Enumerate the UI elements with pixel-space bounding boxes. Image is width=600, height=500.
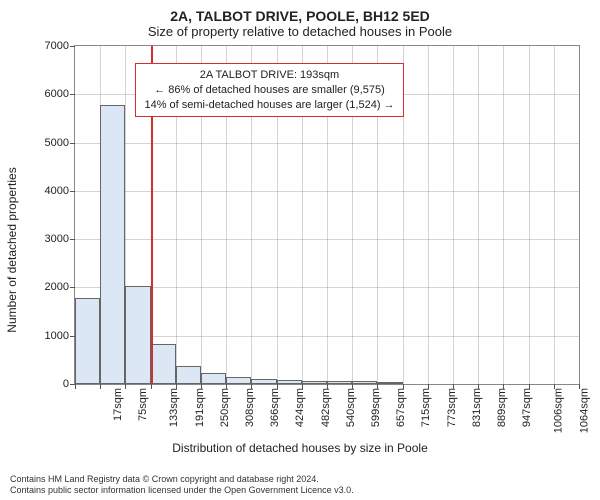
xtick-label: 482sqm — [320, 384, 332, 427]
ytick-label: 0 — [63, 378, 75, 390]
grid-line-v — [478, 46, 479, 384]
xtick-label: 1064sqm — [578, 384, 590, 433]
y-axis-title-text: Number of detached properties — [5, 167, 19, 332]
x-axis-title: Distribution of detached houses by size … — [10, 441, 590, 455]
xtick-label: 657sqm — [395, 384, 407, 427]
annotation-box: 2A TALBOT DRIVE: 193sqm← 86% of detached… — [135, 63, 403, 118]
xtick-mark — [176, 384, 177, 389]
xtick-label: 366sqm — [269, 384, 281, 427]
ytick-label: 3000 — [45, 233, 75, 245]
xtick-label: 191sqm — [194, 384, 206, 427]
ytick-label: 7000 — [45, 40, 75, 52]
plot-area: 0100020003000400050006000700017sqm75sqm1… — [74, 45, 580, 385]
xtick-mark — [428, 384, 429, 389]
histogram-bar — [201, 373, 226, 384]
xtick-mark — [251, 384, 252, 389]
annotation-line: ← 86% of detached houses are smaller (9,… — [144, 83, 394, 98]
xtick-label: 133sqm — [169, 384, 181, 427]
xtick-mark — [554, 384, 555, 389]
xtick-mark — [529, 384, 530, 389]
grid-line-v — [428, 46, 429, 384]
histogram-bar — [125, 286, 150, 384]
grid-line-v — [529, 46, 530, 384]
grid-line-v — [554, 46, 555, 384]
xtick-mark — [403, 384, 404, 389]
histogram-bar — [100, 105, 125, 384]
xtick-mark — [503, 384, 504, 389]
xtick-mark — [377, 384, 378, 389]
chart-subtitle: Size of property relative to detached ho… — [10, 24, 590, 39]
histogram-bar — [327, 381, 352, 384]
ytick-label: 5000 — [45, 137, 75, 149]
xtick-mark — [579, 384, 580, 389]
xtick-mark — [226, 384, 227, 389]
xtick-mark — [277, 384, 278, 389]
xtick-label: 599sqm — [370, 384, 382, 427]
annotation-line: 2A TALBOT DRIVE: 193sqm — [144, 68, 394, 83]
annotation-line: 14% of semi-detached houses are larger (… — [144, 98, 394, 113]
ytick-label: 1000 — [45, 330, 75, 342]
histogram-bar — [277, 380, 302, 384]
ytick-label: 2000 — [45, 281, 75, 293]
footer-line-2: Contains public sector information licen… — [10, 485, 590, 496]
chart-title: 2A, TALBOT DRIVE, POOLE, BH12 5ED — [10, 8, 590, 24]
ytick-label: 6000 — [45, 88, 75, 100]
histogram-bar — [151, 344, 176, 384]
histogram-bar — [352, 381, 377, 384]
grid-line-v — [453, 46, 454, 384]
xtick-mark — [151, 384, 152, 389]
histogram-bar — [377, 382, 402, 384]
xtick-label: 540sqm — [345, 384, 357, 427]
histogram-bar — [75, 298, 100, 384]
xtick-mark — [302, 384, 303, 389]
xtick-mark — [453, 384, 454, 389]
xtick-label: 773sqm — [446, 384, 458, 427]
xtick-label: 715sqm — [421, 384, 433, 427]
xtick-label: 308sqm — [244, 384, 256, 427]
xtick-label: 250sqm — [219, 384, 231, 427]
histogram-bar — [176, 366, 201, 384]
footer: Contains HM Land Registry data © Crown c… — [10, 474, 590, 497]
plot-region: 0100020003000400050006000700017sqm75sqm1… — [74, 45, 580, 385]
xtick-label: 889sqm — [496, 384, 508, 427]
ytick-label: 4000 — [45, 185, 75, 197]
xtick-mark — [201, 384, 202, 389]
xtick-label: 424sqm — [295, 384, 307, 427]
xtick-label: 17sqm — [112, 384, 124, 421]
xtick-label: 831sqm — [471, 384, 483, 427]
chart-container: 2A, TALBOT DRIVE, POOLE, BH12 5ED Size o… — [0, 0, 600, 500]
xtick-mark — [100, 384, 101, 389]
histogram-bar — [251, 379, 276, 384]
xtick-mark — [352, 384, 353, 389]
xtick-mark — [75, 384, 76, 389]
footer-line-1: Contains HM Land Registry data © Crown c… — [10, 474, 590, 485]
xtick-label: 947sqm — [521, 384, 533, 427]
histogram-bar — [302, 381, 327, 384]
y-axis-title: Number of detached properties — [5, 85, 19, 250]
xtick-label: 1006sqm — [553, 384, 565, 433]
xtick-label: 75sqm — [137, 384, 149, 421]
grid-line-v — [503, 46, 504, 384]
xtick-mark — [327, 384, 328, 389]
histogram-bar — [226, 377, 251, 384]
xtick-mark — [478, 384, 479, 389]
xtick-mark — [125, 384, 126, 389]
